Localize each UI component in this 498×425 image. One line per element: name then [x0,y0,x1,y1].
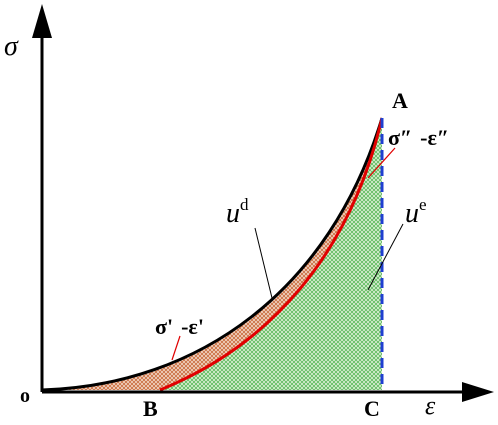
leader-line [171,335,181,361]
x-arrow [462,382,494,402]
point-label: A [392,88,408,113]
leader-line [254,227,273,299]
leader-line [367,223,404,291]
point-label: C [364,396,380,420]
x-label: ε [425,391,436,420]
curve-label: σ' -ε' [155,314,204,339]
y-arrow [32,4,52,38]
curve-label: σ″ -ε″ [388,125,449,150]
origin-label: o [20,385,30,407]
point-label: B [143,396,158,420]
y-label: σ [4,31,19,62]
elastic-region [160,118,382,390]
region-label: ud [226,195,249,229]
region-label: ue [405,195,427,229]
unloading-curve [159,117,384,392]
leader-line [367,147,396,179]
loading-curve [41,117,384,392]
